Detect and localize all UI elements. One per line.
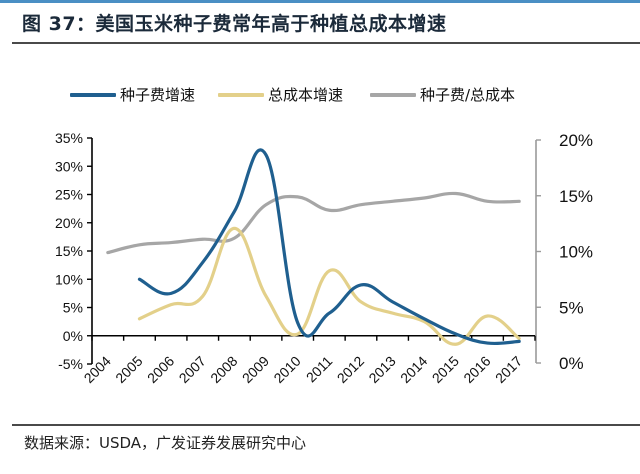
left-axis-tick-label: 35%: [55, 130, 83, 146]
right-axis-tick-label: 10%: [559, 243, 593, 262]
legend-swatch-total-cost-growth: [218, 92, 264, 97]
right-axis-tick-label: 0%: [559, 354, 584, 373]
right-axis-tick-label: 15%: [559, 187, 593, 206]
legend-item-seed-cost-growth: 种子费增速: [70, 84, 195, 105]
x-axis-tick-label: 2015: [429, 353, 462, 386]
x-axis-tick-label: 2004: [81, 353, 114, 386]
legend-swatch-seed-to-total-ratio: [370, 92, 416, 97]
right-y-axis: 20% 15% 10% 5% 0%: [535, 131, 593, 373]
figure-title: 图 37：美国玉米种子费常年高于种植总成本增速: [22, 13, 447, 35]
title-divider: [12, 42, 640, 44]
series-line-seed-cost-growth: [137, 148, 521, 346]
x-axis-tick-label: 2012: [334, 353, 367, 386]
series-lines: [106, 148, 521, 346]
series-line-seed-to-total-ratio: [106, 191, 521, 255]
x-axis-tick-label: 2009: [239, 353, 272, 386]
left-axis-tick-label: 10%: [55, 271, 83, 287]
left-axis-tick-label: 25%: [55, 187, 83, 203]
x-axis-tick-label: 2007: [176, 353, 209, 386]
x-axis-tick-label: 2008: [207, 353, 240, 386]
series-line-total-cost-growth: [137, 226, 521, 346]
top-accent-bar: [0, 0, 640, 3]
left-axis-tick-label: 15%: [55, 243, 83, 259]
legend-item-total-cost-growth: 总成本增速: [218, 84, 343, 105]
x-axis-tick-label: 2010: [270, 353, 303, 386]
footer-divider: [12, 424, 640, 426]
legend-label: 种子费增速: [120, 86, 196, 104]
x-axis-tick-label: 2013: [365, 353, 398, 386]
chart-legend: 种子费增速 总成本增速 种子费/总成本: [0, 84, 640, 108]
legend-swatch-seed-cost-growth: [70, 92, 116, 97]
left-axis-tick-label: 20%: [55, 215, 83, 231]
legend-label: 总成本增速: [268, 86, 344, 104]
legend-label: 种子费/总成本: [420, 86, 516, 104]
x-axis-tick-label: 2014: [397, 353, 430, 386]
data-source-note: 数据来源：USDA，广发证券发展研究中心: [24, 434, 307, 452]
left-axis-tick-label: 30%: [55, 158, 83, 174]
x-axis-tick-label: 2006: [144, 353, 177, 386]
left-axis-tick-label: 0%: [63, 328, 83, 344]
right-axis-tick-label: 5%: [559, 298, 584, 317]
left-axis-tick-label: 5%: [63, 300, 83, 316]
x-axis-tick-label: 2017: [492, 353, 525, 386]
left-y-axis: 35% 30% 25% 20% 15% 10% 5% 0% -5%: [55, 130, 93, 372]
right-axis-tick-label: 20%: [559, 131, 593, 150]
left-axis-tick-label: -5%: [58, 356, 83, 372]
legend-item-seed-to-total-ratio: 种子费/总成本: [370, 84, 515, 105]
x-axis-tick-label: 2016: [460, 353, 493, 386]
x-axis-tick-label: 2005: [112, 353, 145, 386]
x-axis-tick-label: 2011: [303, 353, 336, 386]
